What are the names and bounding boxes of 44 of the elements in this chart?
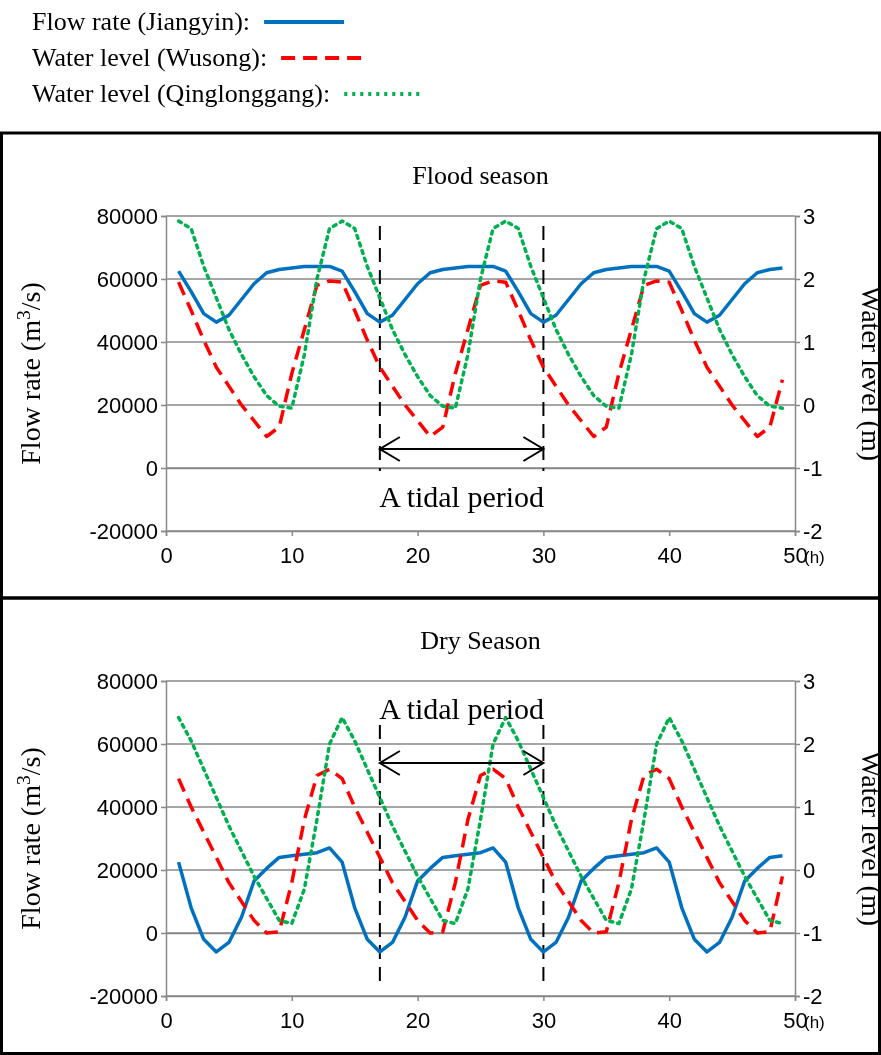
y2-tick-label: -2	[803, 983, 823, 1009]
y-tick-label: 20000	[96, 392, 158, 418]
y2-tick-label: 2	[803, 731, 816, 757]
x-tick-label: 30	[531, 543, 557, 569]
y2-tick-label: 3	[803, 668, 816, 694]
x-tick-label: 20	[405, 1008, 431, 1034]
legend-label: Flow rate (Jiangyin):	[32, 7, 251, 36]
x-tick-label: 10	[280, 543, 305, 569]
annotation: A tidal period	[379, 480, 545, 513]
y-tick-label: -20000	[89, 983, 158, 1009]
y2-tick-label: 0	[803, 392, 816, 418]
legend-label: Water level (Qinglonggang):	[32, 79, 331, 108]
y-tick-label: 80000	[96, 668, 158, 694]
y-tick-label: 60000	[96, 266, 158, 292]
y2-tick-label: 1	[803, 794, 816, 820]
y-tick-label: 0	[145, 920, 158, 946]
chart-title: Flood season	[412, 161, 549, 190]
annotation: A tidal period	[379, 692, 545, 725]
y2-tick-label: -1	[803, 455, 823, 481]
y-tick-label: 40000	[96, 794, 158, 820]
x-tick-label: 30	[531, 1008, 557, 1034]
chart-title: Dry Season	[420, 626, 541, 655]
y-tick-label: 0	[145, 455, 158, 481]
legend-label: Water level (Wusong):	[32, 43, 268, 72]
y2-tick-label: 2	[803, 266, 816, 292]
y2-tick-label: 3	[803, 203, 816, 229]
y2-tick-label: 1	[803, 329, 816, 355]
line-series	[176, 279, 785, 439]
x-tick-label: 20	[405, 543, 431, 569]
y2-tick-label: -1	[803, 920, 823, 946]
line-series	[176, 767, 785, 935]
y2-tick-label: 0	[803, 857, 816, 883]
y-tick-label: 40000	[96, 329, 158, 355]
x-tick-label: 40	[657, 543, 682, 569]
x-tick-label: 40	[657, 1008, 682, 1034]
line-series	[176, 264, 785, 324]
y-tick-label: 20000	[96, 857, 158, 883]
line-series	[176, 846, 785, 954]
y-tick-label: 80000	[96, 203, 158, 229]
x-tick-label: 10	[280, 1008, 305, 1034]
y2-tick-label: -2	[803, 518, 823, 544]
y-tick-label: 60000	[96, 731, 158, 757]
line-series	[176, 219, 785, 410]
y-tick-label: -20000	[89, 518, 158, 544]
